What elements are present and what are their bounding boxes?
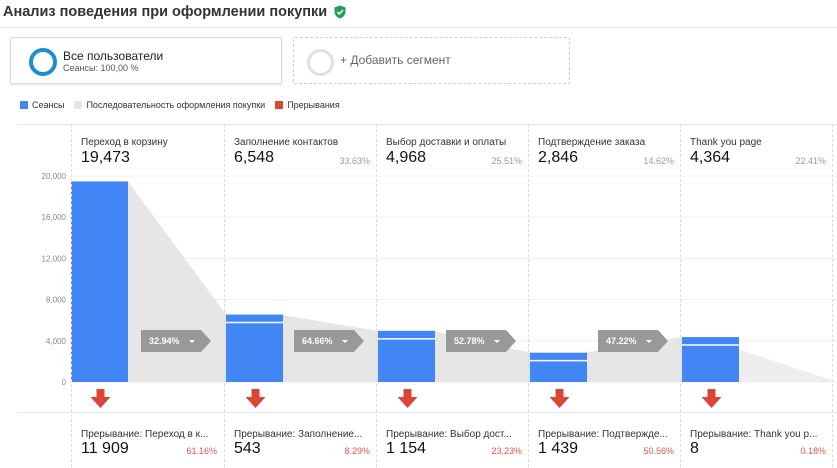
abandonment-value: 11 909 (81, 440, 129, 457)
y-tick-label: 8,000 (46, 296, 67, 305)
y-tick-label: 12,000 (42, 254, 67, 263)
stage-conversion-pct: 14.62% (643, 156, 674, 166)
chevron-down-icon[interactable] (494, 340, 500, 343)
abandonment-pct: 8.29% (344, 446, 370, 456)
abandonment-value: 8 (690, 440, 699, 457)
add-segment-label: + Добавить сегмент (340, 53, 451, 67)
legend-label: Последовательность оформления покупки (86, 100, 266, 110)
abandonment-arrow-icon[interactable] (701, 389, 722, 408)
y-tick-label: 4,000 (46, 337, 67, 346)
abandonment-name[interactable]: Прерывание: Переход в к... (81, 429, 209, 440)
abandonment-value: 1 439 (538, 440, 579, 457)
segment-color-ring-icon (29, 48, 57, 76)
verified-shield-icon (334, 5, 346, 19)
stage-name: Выбор доставки и оплаты (386, 137, 507, 148)
y-tick-label: 16,000 (42, 213, 67, 222)
stage-column-divider (376, 124, 377, 467)
stage-name: Подтверждение заказа (538, 137, 646, 148)
stage-name: Thank you page (690, 137, 762, 148)
stage-conversion-pct: 33.63% (339, 156, 370, 166)
stage-value: 19,473 (81, 149, 130, 166)
progression-rate: 32.94% (149, 336, 180, 346)
abandonment-pct: 0.18% (800, 446, 826, 456)
legend-swatch (20, 101, 28, 109)
stage-column-divider (224, 124, 225, 467)
abandonment-value: 1 154 (386, 440, 427, 457)
abandonment-arrow-icon[interactable] (90, 389, 111, 408)
chevron-down-icon[interactable] (189, 340, 195, 343)
report-title: Анализ поведения при оформлении покупки (3, 4, 347, 20)
abandonment-arrow-icon[interactable] (245, 389, 266, 408)
stage-header-strip (18, 124, 837, 183)
stage-value: 6,548 (234, 149, 275, 166)
stage-column-divider (680, 124, 681, 467)
stage-conversion-pct: 25.51% (491, 156, 522, 166)
stage-value: 2,846 (538, 149, 579, 166)
sessions-bar[interactable] (71, 181, 128, 382)
abandonment-name[interactable]: Прерывание: Заполнение... (234, 429, 363, 440)
legend-swatch (74, 101, 83, 109)
checkout-flow-area (738, 349, 837, 382)
sessions-bar[interactable] (226, 314, 283, 382)
report-title-text: Анализ поведения при оформлении покупки (3, 4, 328, 20)
progression-rate: 52.78% (454, 336, 485, 346)
abandonment-arrow-icon[interactable] (549, 389, 570, 408)
progression-badge[interactable] (294, 330, 364, 352)
stage-column-divider (71, 124, 72, 467)
abandonment-strip (18, 412, 837, 468)
add-segment-button[interactable]: + Добавить сегмент (293, 37, 570, 84)
stage-column-divider (832, 124, 833, 467)
chevron-down-icon[interactable] (646, 340, 652, 343)
legend-item-checkout-sequence: Последовательность оформления покупки (74, 100, 265, 110)
title-divider (0, 27, 837, 28)
progression-badge[interactable] (141, 330, 211, 352)
sessions-bar[interactable] (682, 337, 739, 382)
stage-value: 4,968 (386, 149, 427, 166)
y-tick-label: 0 (62, 378, 67, 387)
segment-name: Все пользователи (63, 49, 164, 63)
abandonment-name[interactable]: Прерывание: Подтвержде... (538, 429, 668, 440)
abandonment-arrow-icon[interactable] (397, 389, 418, 408)
segment-sessions-share: Сеансы: 100,00 % (63, 63, 139, 73)
abandonment-name[interactable]: Прерывание: Thank you p... (690, 429, 818, 440)
legend-label: Прерывания (287, 100, 340, 110)
stage-name: Переход в корзину (81, 137, 168, 148)
abandonment-pct: 50.56% (643, 446, 674, 456)
legend-item-abandonments: Прерывания (275, 100, 340, 110)
empty-segment-ring-icon (307, 49, 334, 76)
legend-label: Сеансы (32, 100, 65, 110)
abandonment-value: 543 (234, 440, 261, 457)
abandonment-pct: 61.16% (186, 446, 217, 456)
chart-legend: Сеансы Последовательность оформления пок… (20, 100, 350, 110)
progression-rate: 64.66% (302, 336, 333, 346)
progression-rate: 47.22% (606, 336, 637, 346)
legend-swatch (275, 101, 284, 109)
progression-badge[interactable] (598, 330, 668, 352)
chevron-down-icon[interactable] (342, 340, 348, 343)
y-tick-label: 20,000 (42, 172, 67, 181)
stage-conversion-pct: 22.41% (795, 156, 826, 166)
sessions-bar[interactable] (530, 352, 587, 382)
legend-item-sessions: Сеансы (20, 100, 64, 110)
stage-value: 4,364 (690, 149, 731, 166)
stage-name: Заполнение контактов (234, 137, 339, 148)
abandonment-pct: 23.23% (491, 446, 522, 456)
progression-badge[interactable] (446, 330, 516, 352)
segment-card-all-users[interactable]: Все пользователи Сеансы: 100,00 % (10, 37, 282, 84)
abandonment-name[interactable]: Прерывание: Выбор дост... (386, 429, 512, 440)
stage-column-divider (528, 124, 529, 467)
